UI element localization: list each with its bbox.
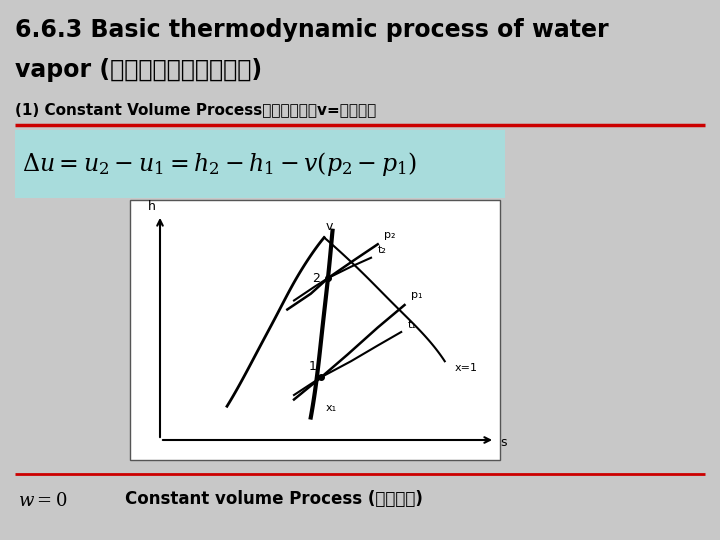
Text: 6.6.3 Basic thermodynamic process of water: 6.6.3 Basic thermodynamic process of wat… (15, 18, 608, 42)
Text: x₁: x₁ (326, 403, 337, 413)
FancyBboxPatch shape (15, 130, 505, 198)
Text: t₁: t₁ (408, 320, 417, 329)
Text: (1) Constant Volume Process（定容过程，v=定值。）: (1) Constant Volume Process（定容过程，v=定值。） (15, 102, 377, 117)
FancyBboxPatch shape (130, 200, 500, 460)
Text: p₂: p₂ (384, 230, 396, 240)
Text: 1: 1 (309, 360, 317, 373)
Text: t₂: t₂ (378, 245, 387, 255)
Text: x=1: x=1 (455, 363, 478, 373)
Text: Constant volume Process (定容过程): Constant volume Process (定容过程) (125, 490, 423, 508)
Text: h: h (148, 200, 156, 213)
Text: v: v (325, 220, 333, 233)
Text: vapor (水蒸气的基本热力过程): vapor (水蒸气的基本热力过程) (15, 58, 262, 82)
Text: s: s (500, 435, 506, 449)
Text: 2: 2 (312, 272, 320, 285)
Text: $w = 0$: $w = 0$ (18, 492, 68, 510)
Text: $\Delta u = u_2 - u_1 = h_2 - h_1 - v(p_2 - p_1)$: $\Delta u = u_2 - u_1 = h_2 - h_1 - v(p_… (22, 150, 417, 178)
Text: p₁: p₁ (411, 291, 423, 300)
